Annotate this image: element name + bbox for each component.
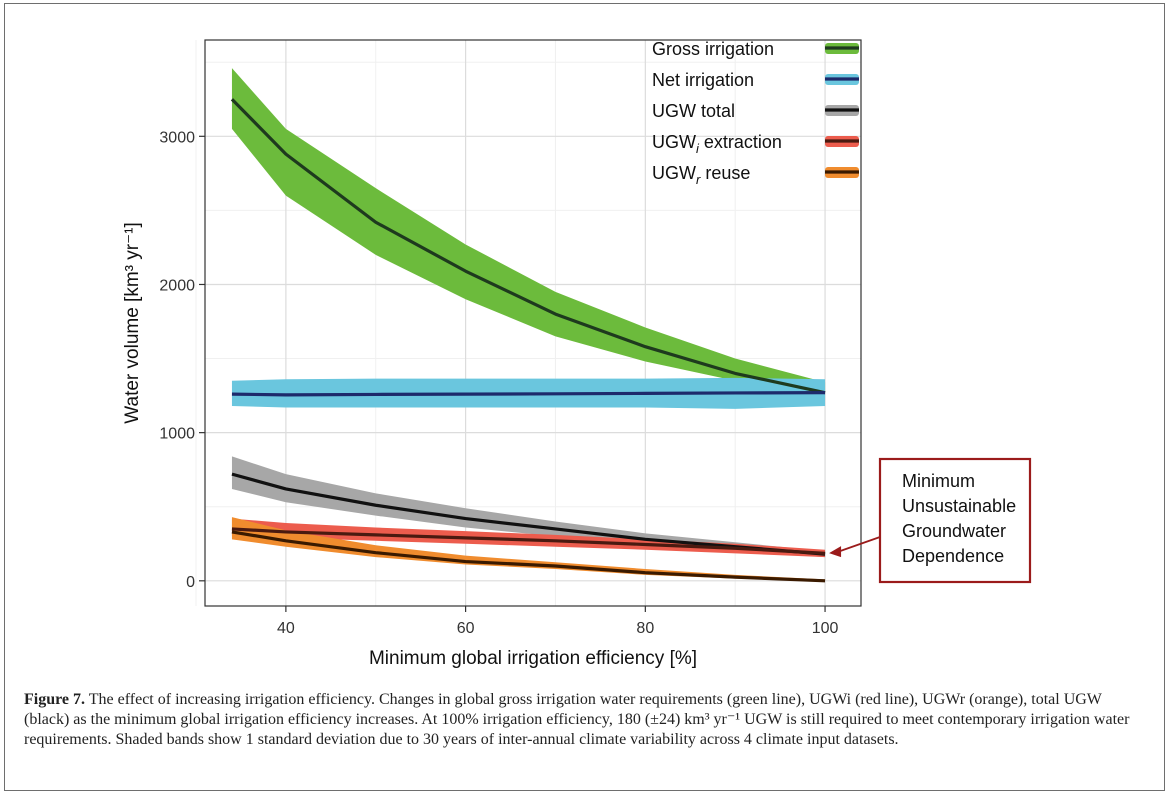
- line-ugwi-extraction: [231, 527, 826, 555]
- line-ugw-total: [231, 472, 826, 556]
- band-ugwi-extraction: [231, 518, 826, 558]
- annotation-text: Minimum: [902, 471, 975, 491]
- legend-label: Gross irrigation: [652, 39, 774, 59]
- legend-label: UGW total: [652, 101, 735, 121]
- legend: Gross irrigation Net irrigation UGW total U…: [652, 39, 859, 187]
- x-tick-label: 100: [812, 620, 839, 637]
- plot-border: [204, 39, 862, 607]
- figure-caption-text: The effect of increasing irrigation effi…: [24, 691, 1130, 748]
- x-tick-label: 40: [277, 620, 295, 637]
- line-gross-irrigation: [230, 98, 826, 395]
- line-ugwr-reuse: [231, 530, 826, 583]
- x-axis-label: Minimum global irrigation efficiency [%]: [369, 648, 697, 669]
- legend-label: UGWi extraction: [652, 132, 782, 156]
- annotation-arrow-head: [829, 546, 842, 558]
- y-tick-label: 1000: [159, 426, 195, 443]
- y-tick-label: 0: [186, 574, 195, 591]
- y-tick-label: 3000: [159, 129, 195, 146]
- figure-frame: [4, 3, 1165, 791]
- legend-label: Net irrigation: [652, 70, 754, 90]
- annotation-box: [878, 457, 1032, 584]
- y-axis-label: Water volume [km³ yr⁻¹]: [122, 222, 143, 423]
- annotation-text: Dependence: [902, 546, 1004, 566]
- figure-caption: Figure 7. The effect of increasing irrig…: [24, 690, 1149, 750]
- annotation-arrow-line: [836, 536, 881, 553]
- line-net-irrigation: [231, 391, 826, 397]
- x-tick-label: 80: [636, 620, 654, 637]
- y-tick-label: 2000: [159, 277, 195, 294]
- series-lines: [230, 98, 826, 583]
- x-tick-label: 60: [457, 620, 475, 637]
- figure-label: Figure 7.: [24, 691, 86, 708]
- annotation-text: Unsustainable: [902, 496, 1016, 516]
- band-gross-irrigation: [231, 68, 826, 393]
- legend-label: UGWr reuse: [652, 163, 750, 187]
- annotation: Minimum Unsustainable Groundwater Dependenc…: [829, 457, 1032, 584]
- annotation-text: Groundwater: [902, 521, 1006, 541]
